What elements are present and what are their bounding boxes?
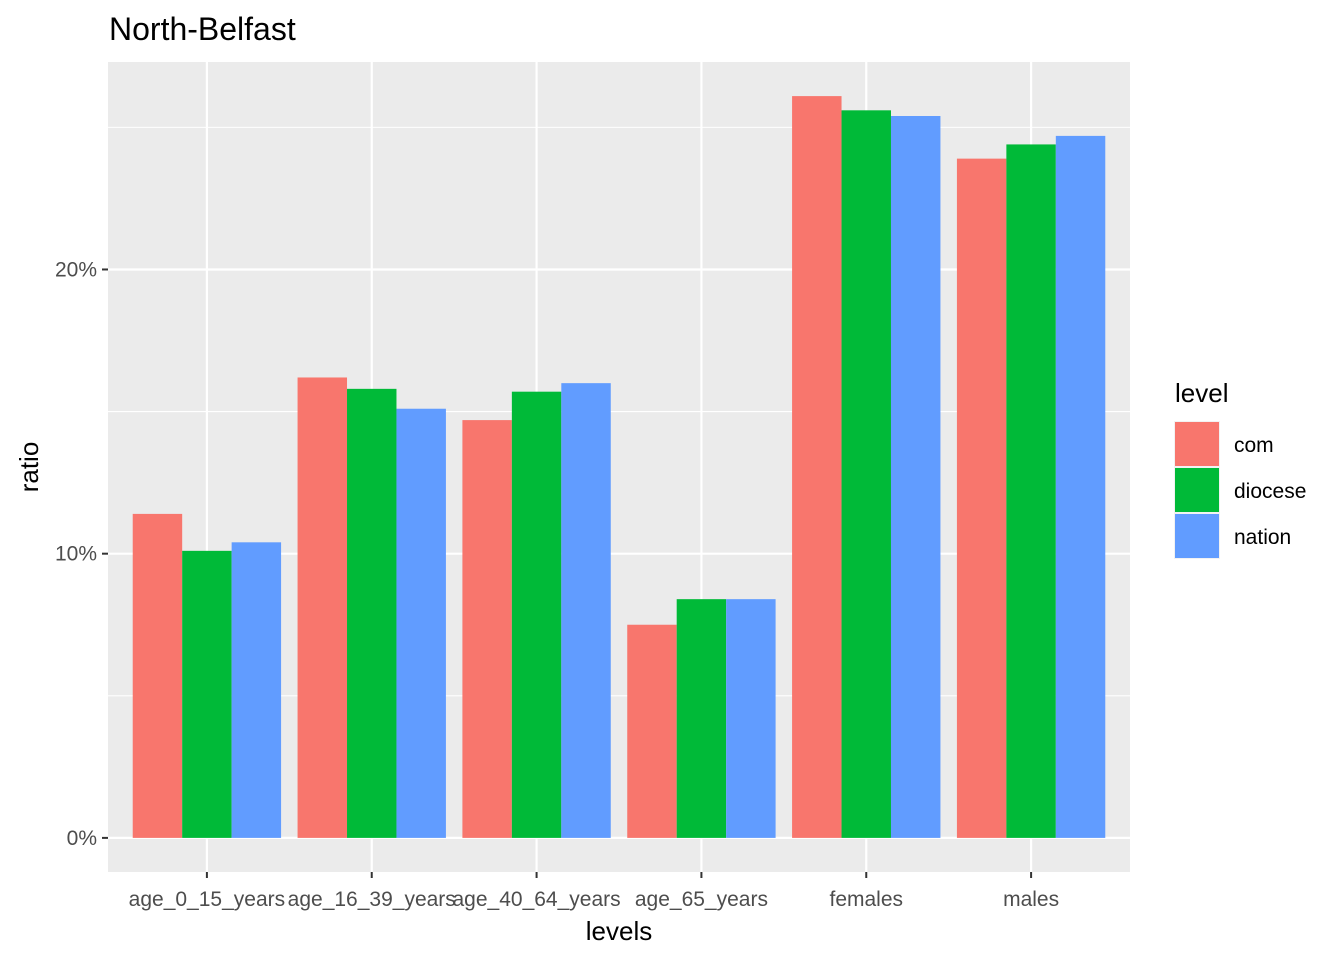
bars: [132, 96, 1106, 838]
legend-key: [1175, 422, 1219, 466]
legend-key: [1175, 468, 1219, 512]
bar: [182, 550, 232, 838]
legend: level com diocese nation: [1174, 378, 1306, 559]
legend-key: [1175, 514, 1219, 558]
bar: [231, 542, 282, 838]
y-tick-label: 0%: [67, 827, 97, 850]
bar: [396, 408, 446, 838]
y-tick-label: 10%: [55, 543, 97, 566]
x-tick-label: age_65_years: [635, 888, 768, 911]
bar: [956, 158, 1007, 838]
bar: [347, 388, 397, 838]
y-tick-label: 20%: [55, 258, 97, 281]
bar: [462, 420, 512, 838]
bar: [1055, 135, 1106, 838]
x-axis-title: levels: [586, 916, 652, 946]
bar: [890, 116, 941, 838]
bar: [627, 624, 677, 838]
x-tick-label: males: [1003, 888, 1059, 911]
x-tick-label: age_40_64_years: [453, 888, 621, 911]
bar: [561, 383, 611, 838]
legend-label: diocese: [1234, 480, 1306, 503]
bar: [792, 96, 842, 838]
chart-title: North-Belfast: [109, 11, 296, 47]
x-tick-label: age_0_15_years: [129, 888, 285, 911]
bar: [676, 599, 727, 838]
x-tick-label: age_16_39_years: [288, 888, 456, 911]
bar: [297, 377, 348, 838]
y-axis-title: ratio: [14, 442, 44, 493]
legend-label: com: [1234, 434, 1274, 457]
bar: [1006, 144, 1056, 838]
legend-label: nation: [1234, 526, 1291, 549]
axes: 0%10%20%age_0_15_years age_16_39_yearsage…: [55, 258, 1059, 911]
bar: [841, 110, 891, 838]
bar: [726, 599, 776, 838]
x-tick-label: females: [829, 888, 903, 911]
bar: [132, 513, 183, 838]
bar: [511, 391, 562, 838]
legend-title: level: [1175, 378, 1228, 408]
